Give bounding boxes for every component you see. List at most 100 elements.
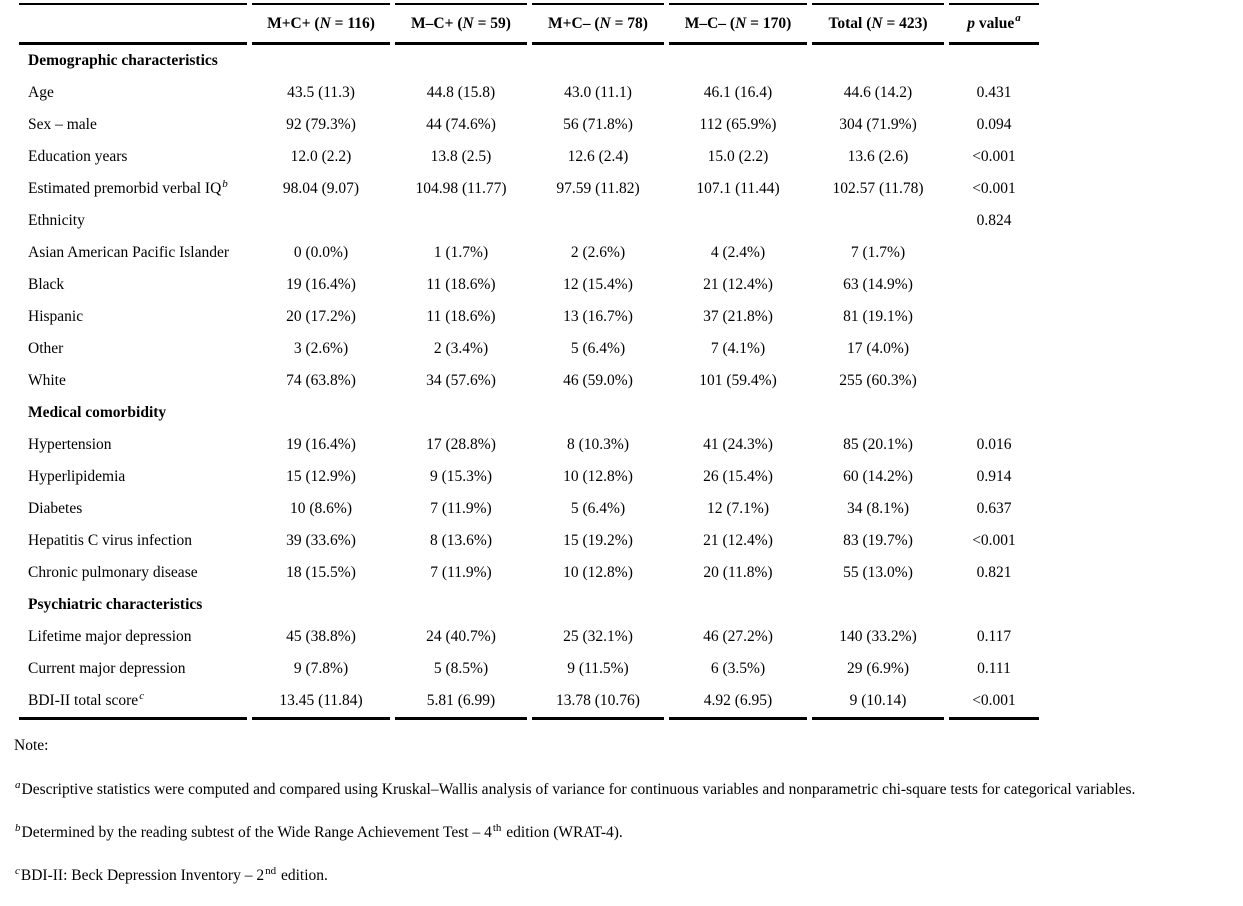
table-cell: 20 (17.2%) xyxy=(286,308,356,325)
table-cell: 37 (21.8%) xyxy=(703,308,773,325)
row-label: Hispanic xyxy=(28,308,84,325)
table-cell: 6 (3.5%) xyxy=(710,660,766,677)
table-cell: 1 (1.7%) xyxy=(433,244,489,261)
data-row: Hyperlipidemia 15 (12.9%) 9 (15.3%) 10 (12.… xyxy=(19,461,1039,493)
table-cell: 17 (4.0%) xyxy=(847,340,909,357)
table-cell: 5 (6.4%) xyxy=(570,340,626,357)
table-cell: 10 (8.6%) xyxy=(290,500,352,517)
column-header-group-total: Total (N = 423) xyxy=(812,3,944,45)
table-cell xyxy=(812,397,944,429)
table-cell xyxy=(395,45,527,77)
row-label: Ethnicity xyxy=(28,212,85,229)
table-cell xyxy=(395,397,527,429)
row-label: Demographic characteristics xyxy=(28,52,218,69)
row-label: Diabetes xyxy=(28,500,83,517)
section-row: Medical comorbidity xyxy=(19,397,1039,429)
table-cell: 4 (2.4%) xyxy=(710,244,766,261)
row-label: Lifetime major depression xyxy=(28,628,192,645)
data-row: Black 19 (16.4%) 11 (18.6%) 12 (15.4%) 21 (1… xyxy=(19,269,1039,301)
table-cell xyxy=(812,205,944,237)
notes-section: Note: aDescriptive statistics were compu… xyxy=(14,737,1243,885)
table-cell: 19 (16.4%) xyxy=(286,276,356,293)
table-cell: 13.6 (2.6) xyxy=(847,148,909,165)
column-header-group-m-minus-c-minus: M–C– (N = 170) xyxy=(669,3,807,45)
table-cell xyxy=(532,589,664,621)
table-cell xyxy=(532,397,664,429)
table-cell: 2 (2.6%) xyxy=(570,244,626,261)
table-cell xyxy=(812,45,944,77)
table-cell: 15 (12.9%) xyxy=(286,468,356,485)
table-cell: 46.1 (16.4) xyxy=(703,84,773,101)
table-cell: 12.6 (2.4) xyxy=(567,148,629,165)
table-cell: 104.98 (11.77) xyxy=(415,180,507,197)
data-row: Hispanic 20 (17.2%) 11 (18.6%) 13 (16.7%) 37… xyxy=(19,301,1039,333)
table-cell xyxy=(949,269,1039,301)
table-cell xyxy=(395,205,527,237)
row-label: Hypertension xyxy=(28,436,112,453)
table-cell: 9 (7.8%) xyxy=(293,660,349,677)
table-cell xyxy=(949,365,1039,397)
data-row: Ethnicity 0.824 xyxy=(19,205,1039,237)
table-cell: 46 (27.2%) xyxy=(703,628,773,645)
table-cell: 5.81 (6.99) xyxy=(395,685,527,720)
data-row: Hypertension 19 (16.4%) 17 (28.8%) 8 (10.3%… xyxy=(19,429,1039,461)
table-cell: 13.78 (10.76) xyxy=(532,685,664,720)
table-cell: 21 (12.4%) xyxy=(703,276,773,293)
row-label: Education years xyxy=(28,148,128,165)
footnote-c: cBDI-II: Beck Depression Inventory – 2nd… xyxy=(15,864,328,884)
table-cell: 21 (12.4%) xyxy=(703,532,773,549)
table-header: M+C+ (N = 116) M–C+ (N = 59) M+C– (N = 78)… xyxy=(19,3,1039,45)
column-header-row-header-blank xyxy=(19,3,247,45)
data-row: Current major depression 9 (7.8%) 5 (8.5%)… xyxy=(19,653,1039,685)
table-cell: 92 (79.3%) xyxy=(286,116,356,133)
table-cell: <0.001 xyxy=(972,180,1016,197)
table-cell: 102.57 (11.78) xyxy=(832,180,924,197)
table-cell: 7 (1.7%) xyxy=(850,244,906,261)
table-cell: 83 (19.7%) xyxy=(843,532,913,549)
table-cell xyxy=(812,589,944,621)
table-cell: 20 (11.8%) xyxy=(703,564,773,581)
table-cell: 15 (19.2%) xyxy=(563,532,633,549)
row-label: Age xyxy=(28,84,54,101)
table-cell: 26 (15.4%) xyxy=(703,468,773,485)
footnote-marker: c xyxy=(15,864,20,877)
table-cell: 11 (18.6%) xyxy=(426,308,496,325)
table-cell: <0.001 xyxy=(972,148,1016,165)
table-body: Demographic characteristics Age 43.5 (11.3… xyxy=(19,45,1039,720)
table-cell: 34 (8.1%) xyxy=(847,500,909,517)
table-cell: 81 (19.1%) xyxy=(843,308,913,325)
table-cell: 0.094 xyxy=(976,116,1012,133)
table-cell: 34 (57.6%) xyxy=(426,372,496,389)
footnote-a: aDescriptive statistics were computed an… xyxy=(15,778,1136,798)
table-cell xyxy=(949,397,1039,429)
table-cell: 8 (13.6%) xyxy=(430,532,492,549)
table-cell: 98.04 (9.07) xyxy=(282,180,360,197)
table-cell: 11 (18.6%) xyxy=(426,276,496,293)
table-cell: 7 (4.1%) xyxy=(710,340,766,357)
table-cell: <0.001 xyxy=(972,532,1016,549)
table-cell: 43.0 (11.1) xyxy=(564,84,632,101)
data-row: Hepatitis C virus infection 39 (33.6%) 8 (… xyxy=(19,525,1039,557)
table-cell: 140 (33.2%) xyxy=(839,628,917,645)
table-cell xyxy=(949,237,1039,269)
table-cell xyxy=(669,45,807,77)
table-cell: 0.637 xyxy=(976,500,1012,517)
table-cell xyxy=(949,45,1039,77)
table-cell: 0.016 xyxy=(976,436,1012,453)
table-cell: 12.0 (2.2) xyxy=(290,148,352,165)
row-label: Estimated premorbid verbal IQb xyxy=(28,177,228,197)
table-cell: 13 (16.7%) xyxy=(563,308,633,325)
footnote-b: bDetermined by the reading subtest of th… xyxy=(15,821,623,841)
table-cell: 0.431 xyxy=(976,84,1012,101)
table-cell: 97.59 (11.82) xyxy=(556,180,640,197)
table-cell: 255 (60.3%) xyxy=(839,372,917,389)
table-cell: 107.1 (11.44) xyxy=(696,180,780,197)
table-cell: 8 (10.3%) xyxy=(567,436,629,453)
table-cell xyxy=(532,45,664,77)
table-cell: 25 (32.1%) xyxy=(563,628,633,645)
table-cell: 304 (71.9%) xyxy=(839,116,917,133)
column-header-p-value: p valuea xyxy=(949,3,1039,45)
table-cell xyxy=(669,397,807,429)
row-label: Current major depression xyxy=(28,660,186,677)
